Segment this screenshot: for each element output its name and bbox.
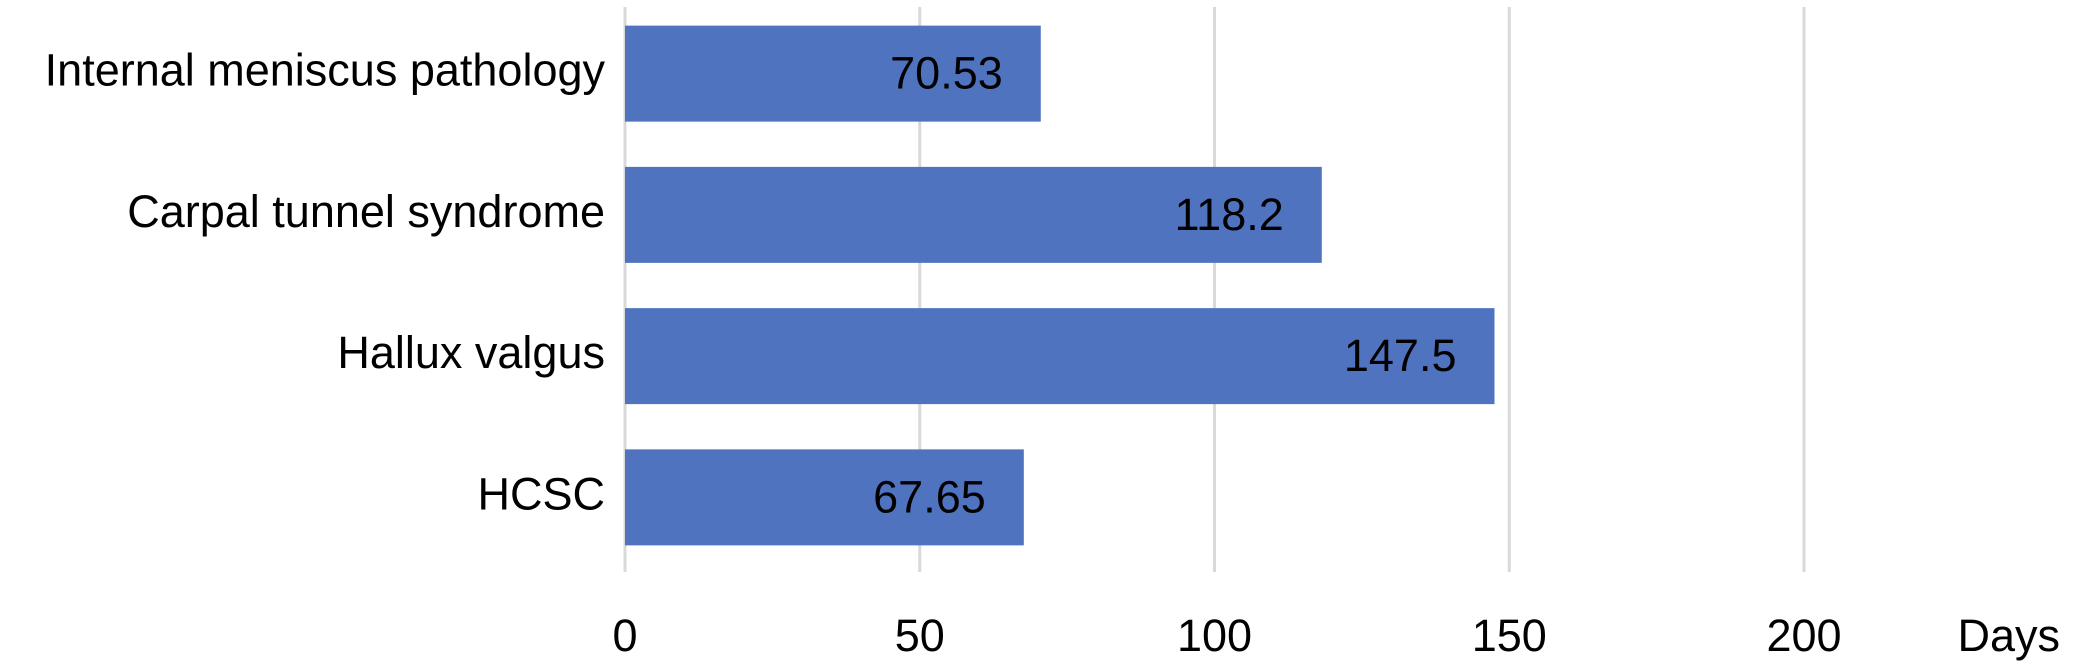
bar [625, 166, 1322, 263]
x-tick-label: 100 [1177, 610, 1252, 661]
x-tick-label: 50 [895, 610, 945, 661]
value-label: 118.2 [1175, 189, 1284, 240]
x-tick-label: 0 [612, 610, 637, 661]
bar [625, 308, 1495, 405]
y-tick-label: Carpal tunnel syndrome [127, 186, 605, 237]
value-label: 147.5 [1344, 330, 1457, 381]
value-label: 67.65 [873, 471, 986, 522]
value-label: 70.53 [890, 48, 1003, 99]
y-tick-label: Internal meniscus pathology [45, 45, 606, 96]
bar [625, 449, 1024, 546]
y-tick-label: HCSC [477, 468, 605, 519]
x-axis-label: Days [1957, 610, 2060, 661]
bar [625, 25, 1041, 122]
x-tick-label: 200 [1766, 610, 1841, 661]
y-tick-label: Hallux valgus [337, 327, 605, 378]
x-tick-label: 150 [1472, 610, 1547, 661]
